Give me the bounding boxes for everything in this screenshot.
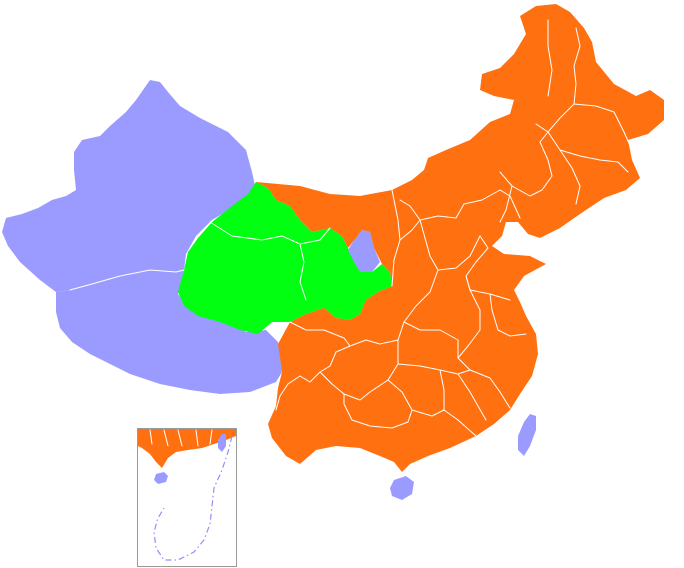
province-borders (69, 19, 633, 437)
region-hainan[interactable] (390, 476, 414, 500)
region-qinghai-gansu[interactable] (178, 182, 392, 334)
south-china-sea-inset (137, 428, 237, 567)
region-ningxia[interactable] (348, 230, 380, 272)
inset-mainland (138, 429, 236, 468)
region-tibet[interactable] (56, 270, 282, 394)
inset-hainan (154, 472, 168, 484)
region-taiwan[interactable] (518, 414, 536, 456)
region-xinjiang[interactable] (2, 80, 256, 292)
region-eastern-china[interactable] (256, 4, 664, 472)
inset-taiwan (218, 434, 226, 452)
